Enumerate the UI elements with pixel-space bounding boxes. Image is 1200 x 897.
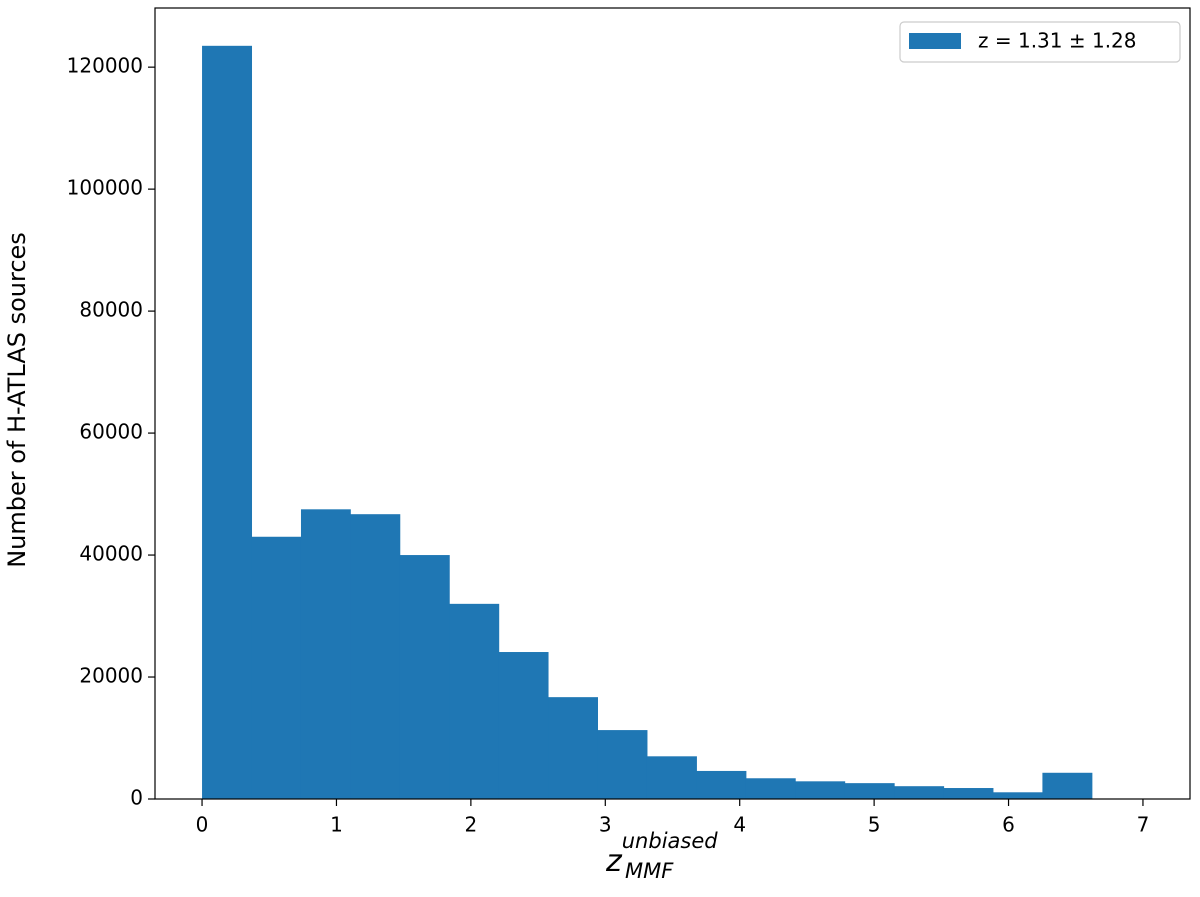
bar [1042, 772, 1093, 799]
y-tick-label: 120000 [67, 54, 143, 78]
bar [449, 603, 500, 799]
bar [300, 509, 351, 799]
x-tick-label: 6 [1002, 813, 1015, 837]
x-label-sup: unbiased [622, 829, 719, 853]
bar [350, 514, 401, 799]
legend-label: z = 1.31 ± 1.28 [978, 29, 1137, 53]
x-tick-label: 1 [330, 813, 343, 837]
bar [498, 652, 549, 799]
bar [696, 770, 747, 799]
plot-frame [154, 7, 1191, 800]
y-tick-label: 80000 [79, 298, 143, 322]
y-tick-label: 0 [130, 786, 143, 810]
x-tick-label: 7 [1137, 813, 1150, 837]
x-tick-label: 4 [733, 813, 746, 837]
y-tick-label: 20000 [79, 664, 143, 688]
bar [795, 781, 846, 799]
y-tick-label: 60000 [79, 420, 143, 444]
x-tick-label: 3 [599, 813, 612, 837]
bar [251, 536, 302, 799]
bar [548, 697, 598, 799]
y-tick-label: 100000 [67, 176, 143, 200]
x-label-base: z [605, 844, 623, 879]
bar [894, 786, 945, 799]
bar [399, 555, 450, 799]
x-axis-label: zunbiased MMF [605, 829, 718, 883]
y-axis-label: Number of H-ATLAS sources [3, 232, 31, 568]
y-tick-label: 40000 [79, 542, 143, 566]
x-label-sub: MMF [625, 859, 674, 883]
bar [597, 730, 648, 799]
bar [943, 788, 994, 799]
x-tick-label: 0 [196, 813, 209, 837]
bar [844, 783, 895, 799]
x-tick-label: 2 [465, 813, 478, 837]
x-tick-label: 5 [868, 813, 881, 837]
bar [745, 778, 796, 799]
bar [646, 756, 697, 799]
legend-box [899, 21, 1181, 63]
bar [202, 45, 253, 799]
legend-swatch [909, 33, 961, 49]
bar [992, 792, 1043, 799]
